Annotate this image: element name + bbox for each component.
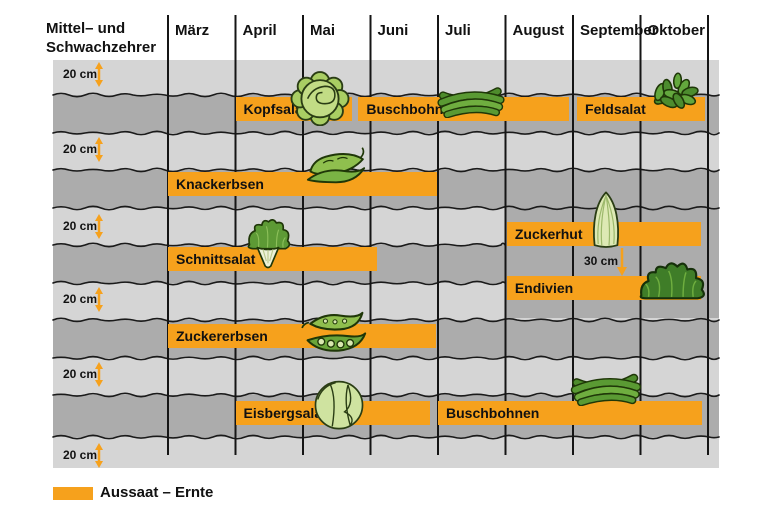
sugarloaf-glyph	[594, 192, 618, 247]
air-band	[53, 133, 719, 170]
snap-peas-glyph	[308, 148, 364, 183]
arrow-head-down	[95, 155, 103, 162]
double-arrow-icon	[95, 287, 103, 312]
soil-surface-line	[52, 92, 720, 98]
row-spacing-20cm-label: 20 cm	[63, 292, 98, 306]
snap-peas-icon	[304, 142, 368, 188]
legend-label: Aussaat – Ernte	[100, 484, 214, 501]
bar-label-knackerbsen: Knackerbsen	[176, 176, 264, 192]
row-spacing-20cm-label: 20 cm	[63, 367, 98, 381]
arrow-head-up	[95, 287, 103, 294]
legend-swatch	[53, 487, 93, 500]
soil-surface-line	[52, 317, 720, 323]
sugar-peas-icon	[300, 306, 370, 354]
cut-lettuce-icon	[241, 214, 295, 270]
air-band	[53, 437, 719, 468]
bar-label-buschbohnen: Buschbohnen	[366, 101, 460, 117]
arrow-head-down	[95, 80, 103, 87]
arrow-head-up	[95, 137, 103, 144]
arrow-head-up	[95, 362, 103, 369]
arrow-head-down	[95, 232, 103, 239]
beans-glyph	[575, 378, 637, 402]
air-band	[53, 60, 719, 95]
bar-label-kopfsalat: Kopfsalat	[243, 101, 308, 117]
month-label-september: September	[580, 22, 658, 39]
arrow-head-down	[95, 380, 103, 387]
arrow-head-up	[95, 62, 103, 69]
head-lettuce-glyph	[291, 72, 348, 125]
corn-salad-glyph	[653, 73, 699, 110]
page-title: Mittel– und Schwachzehrer	[46, 19, 156, 57]
soil-surface-line	[52, 130, 720, 136]
bar-label-endivien: Endivien	[514, 280, 574, 296]
double-arrow-icon	[95, 137, 103, 162]
bar-label-zuckererbsen: Zuckererbsen	[176, 328, 268, 344]
page-title-line2: Schwachzehrer	[46, 39, 157, 56]
row-spacing-20cm-label: 20 cm	[63, 448, 98, 462]
row-spacing-20cm-label: 20 cm	[63, 219, 98, 233]
bar-buschbohnen: Buschbohnen	[438, 401, 702, 425]
row-spacing-20cm-label: 20 cm	[63, 67, 98, 81]
beans-icon	[568, 362, 644, 406]
corn-salad-icon	[642, 62, 708, 112]
double-arrow-icon	[95, 214, 103, 239]
bar-label-eisbergsalat: Eisbergsalat	[243, 405, 327, 421]
month-label-august: August	[512, 22, 565, 39]
bar-feldsalat: Feldsalat	[577, 97, 705, 121]
bar-knackerbsen: Knackerbsen	[168, 172, 438, 196]
beans-glyph	[442, 91, 501, 114]
endive-glyph	[641, 263, 704, 298]
soil-surface-line	[52, 434, 720, 440]
month-label-juli: Juli	[445, 22, 471, 39]
bar-zuckererbsen: Zuckererbsen	[168, 324, 436, 348]
arrow-head-down	[95, 461, 103, 468]
month-label-juni: Juni	[377, 22, 409, 39]
double-arrow-icon	[95, 362, 103, 387]
double-arrow-icon	[95, 443, 103, 468]
beans-icon	[434, 76, 508, 118]
cut-lettuce-glyph	[248, 220, 289, 268]
sugarloaf-icon	[585, 190, 627, 250]
iceberg-glyph	[315, 382, 362, 429]
row-spacing-30cm-label: 30 cm	[584, 254, 619, 268]
iceberg-icon	[310, 376, 368, 432]
bar-label-feldsalat: Feldsalat	[585, 101, 646, 117]
endive-icon	[637, 250, 709, 302]
page-title-line1: Mittel– und	[46, 20, 126, 37]
head-lettuce-icon	[282, 64, 358, 126]
bar-label-schnittsalat: Schnittsalat	[176, 251, 256, 267]
soil-surface-line	[52, 167, 720, 173]
sugar-peas-glyph	[302, 313, 365, 351]
arrow-head-up	[95, 214, 103, 221]
bar-label-zuckerhut: Zuckerhut	[514, 226, 583, 242]
month-label-oktober: Oktober	[647, 22, 706, 39]
down-arrow-icon	[617, 248, 627, 276]
row-spacing-20cm-label: 20 cm	[63, 142, 98, 156]
bar-label-buschbohnen: Buschbohnen	[446, 405, 540, 421]
month-label-märz: März	[175, 22, 210, 39]
soil-surface-line	[52, 355, 720, 361]
month-label-mai: Mai	[310, 22, 336, 39]
month-label-april: April	[242, 22, 277, 39]
arrow-head-down	[95, 305, 103, 312]
arrow-head-up	[95, 443, 103, 450]
double-arrow-icon	[95, 62, 103, 87]
